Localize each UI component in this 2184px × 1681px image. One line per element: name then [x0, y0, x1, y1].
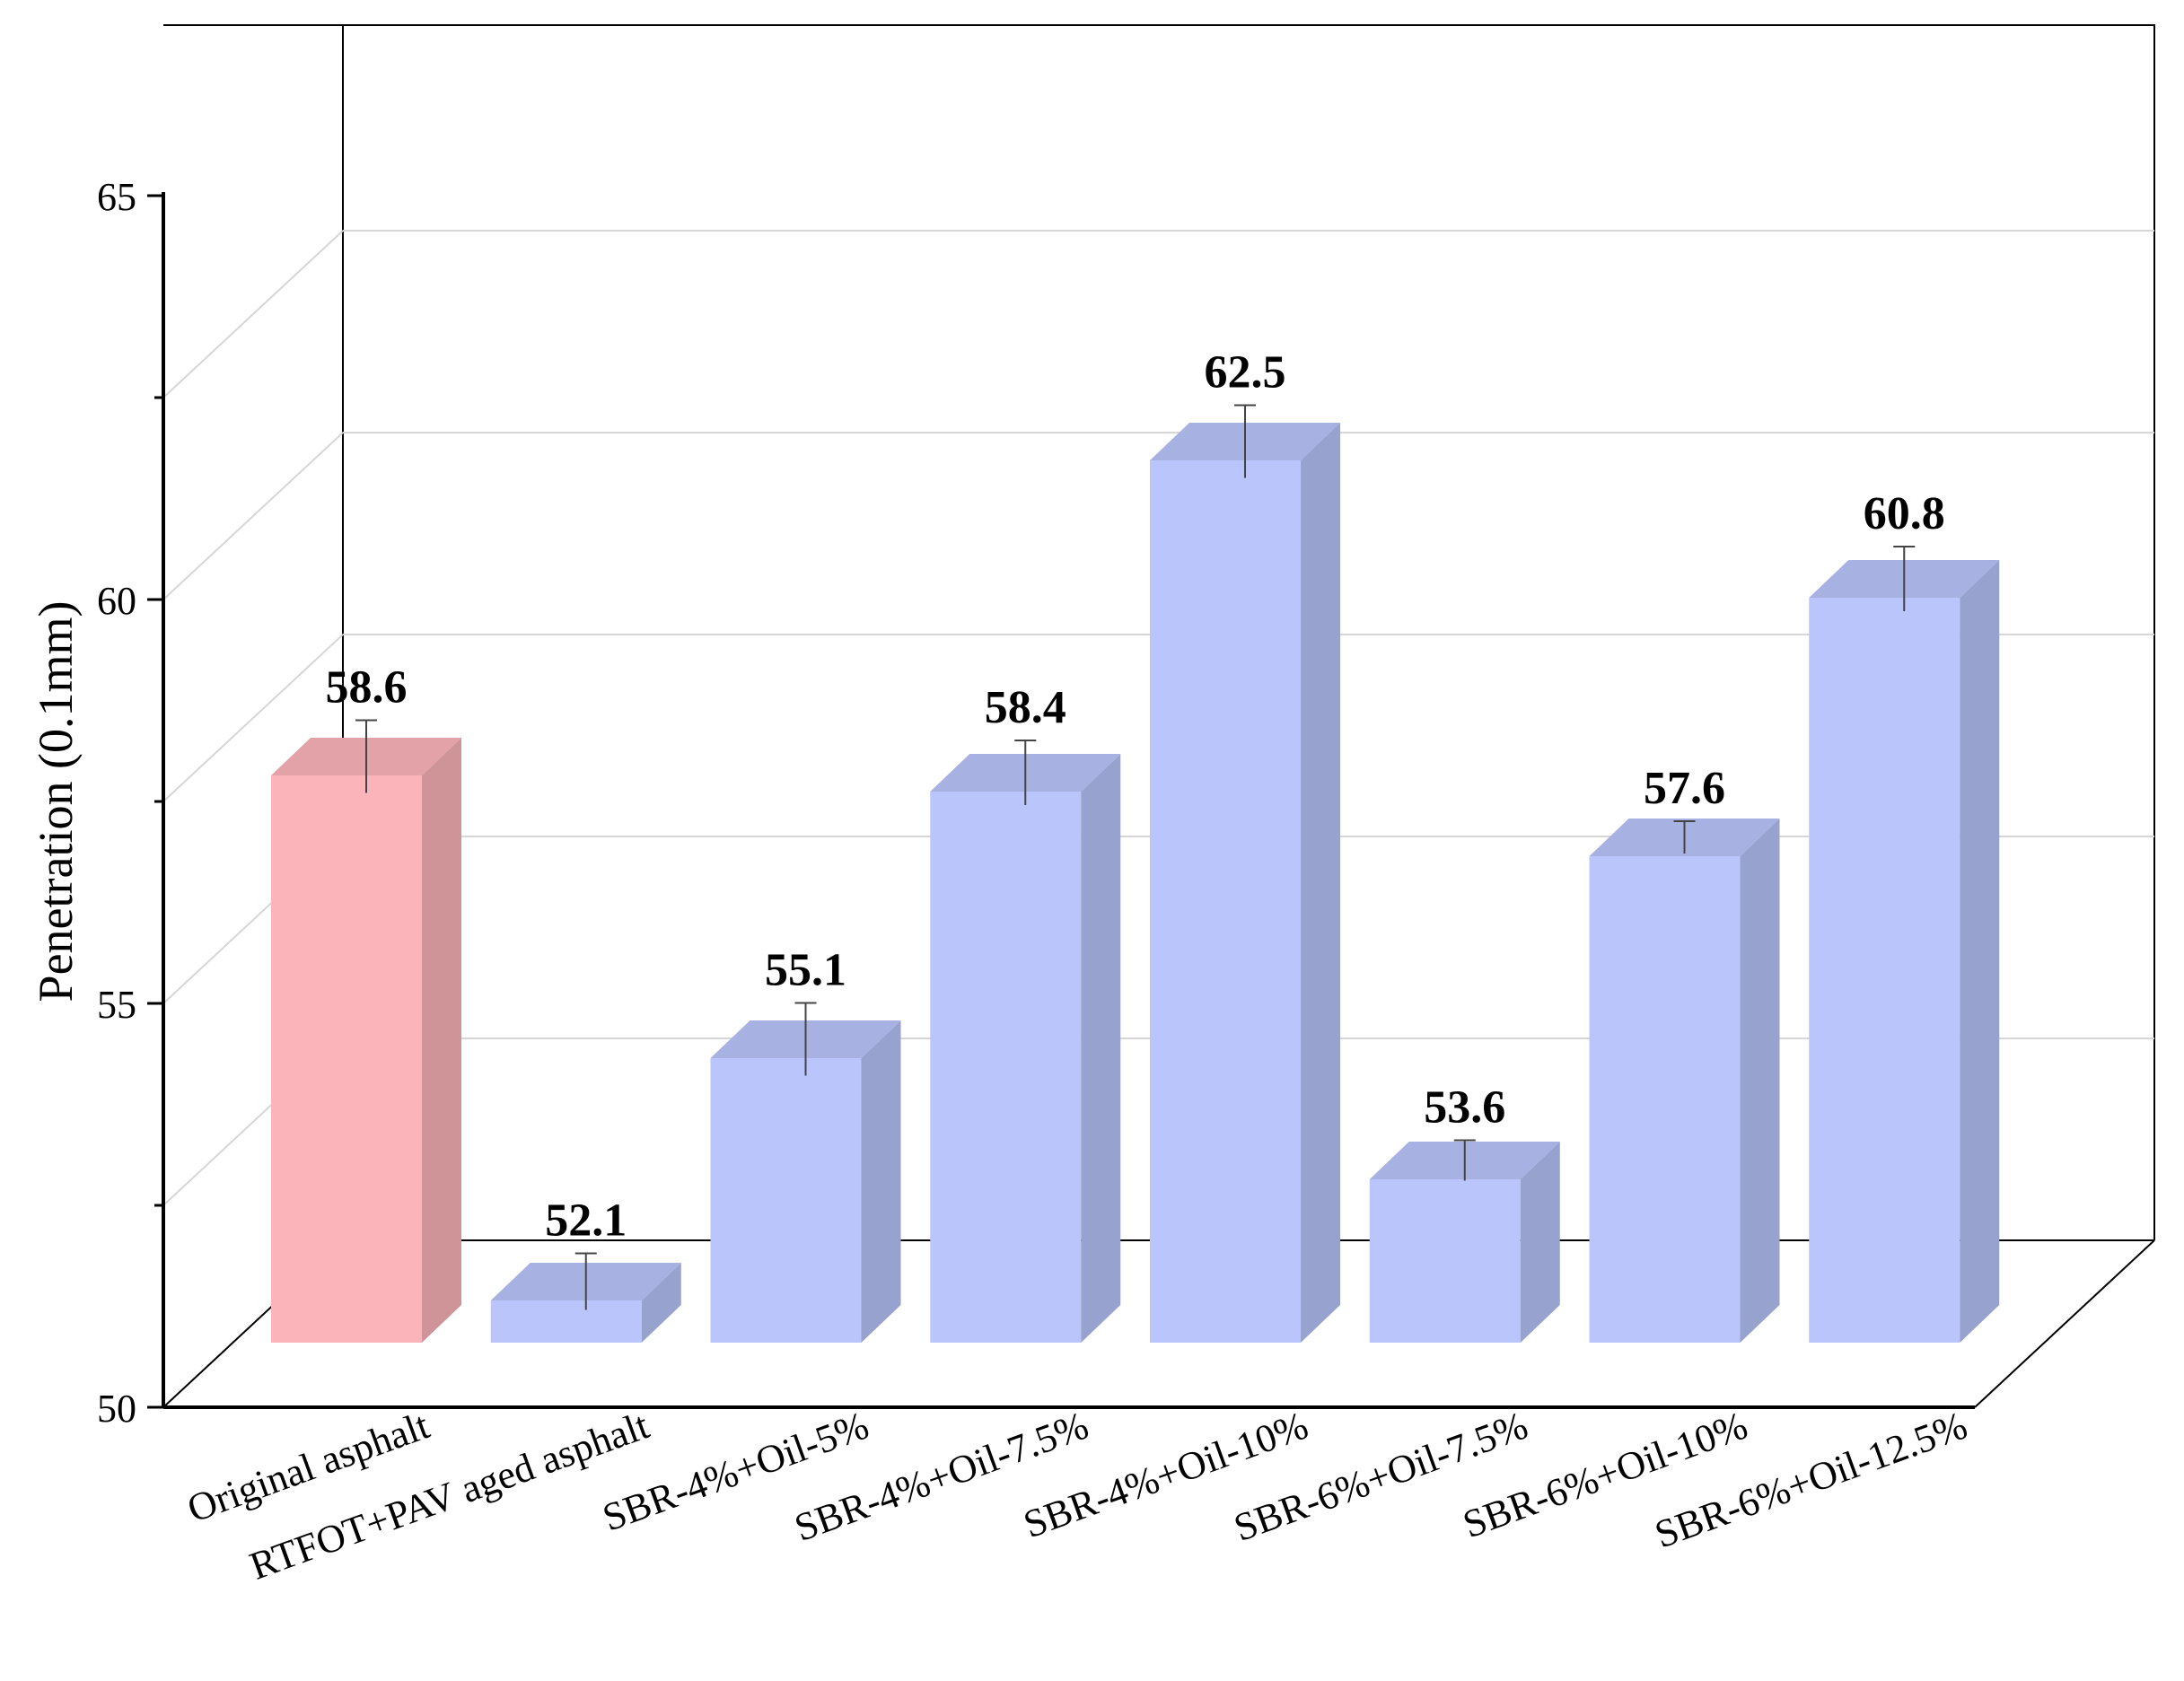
bar-side — [422, 738, 461, 1343]
data-label: 55.1 — [765, 945, 846, 996]
bar-front — [1589, 856, 1741, 1343]
data-label: 57.6 — [1644, 763, 1725, 814]
bar-side — [1081, 754, 1121, 1343]
bar-front — [1150, 460, 1301, 1343]
x-tick-label: RTFOT+PAV aged asphalt — [244, 1403, 654, 1588]
gridline-side — [162, 432, 344, 600]
y-tick-label: 65 — [97, 175, 136, 219]
bar-front — [271, 775, 422, 1343]
gridline-side — [162, 634, 344, 802]
floor-right-edge — [1974, 1239, 2155, 1408]
bar-front — [1369, 1179, 1521, 1343]
y-tick-label: 50 — [97, 1387, 136, 1431]
bar-front — [710, 1058, 862, 1343]
bar-front — [1809, 598, 1960, 1343]
data-label: 62.5 — [1205, 347, 1286, 398]
y-tick-label: 55 — [97, 983, 136, 1027]
bar-side — [1301, 423, 1340, 1343]
bar-side — [1960, 560, 2000, 1343]
data-label: 58.6 — [326, 662, 408, 714]
data-label: 58.4 — [985, 682, 1066, 733]
bar-side — [1520, 1142, 1560, 1343]
bar-side — [641, 1263, 681, 1343]
bar-front — [930, 792, 1082, 1343]
data-label: 60.8 — [1864, 488, 1945, 539]
bar-front — [490, 1300, 642, 1343]
back-wall-frame — [343, 24, 2155, 1240]
gridline-side — [162, 230, 344, 398]
bar-side — [1740, 819, 1780, 1343]
y-axis-title: Penetration (0.1mm) — [29, 601, 83, 1002]
data-label: 52.1 — [545, 1195, 627, 1247]
bar-side — [861, 1020, 901, 1343]
data-label: 53.6 — [1424, 1082, 1505, 1134]
y-tick-label: 60 — [97, 579, 136, 623]
